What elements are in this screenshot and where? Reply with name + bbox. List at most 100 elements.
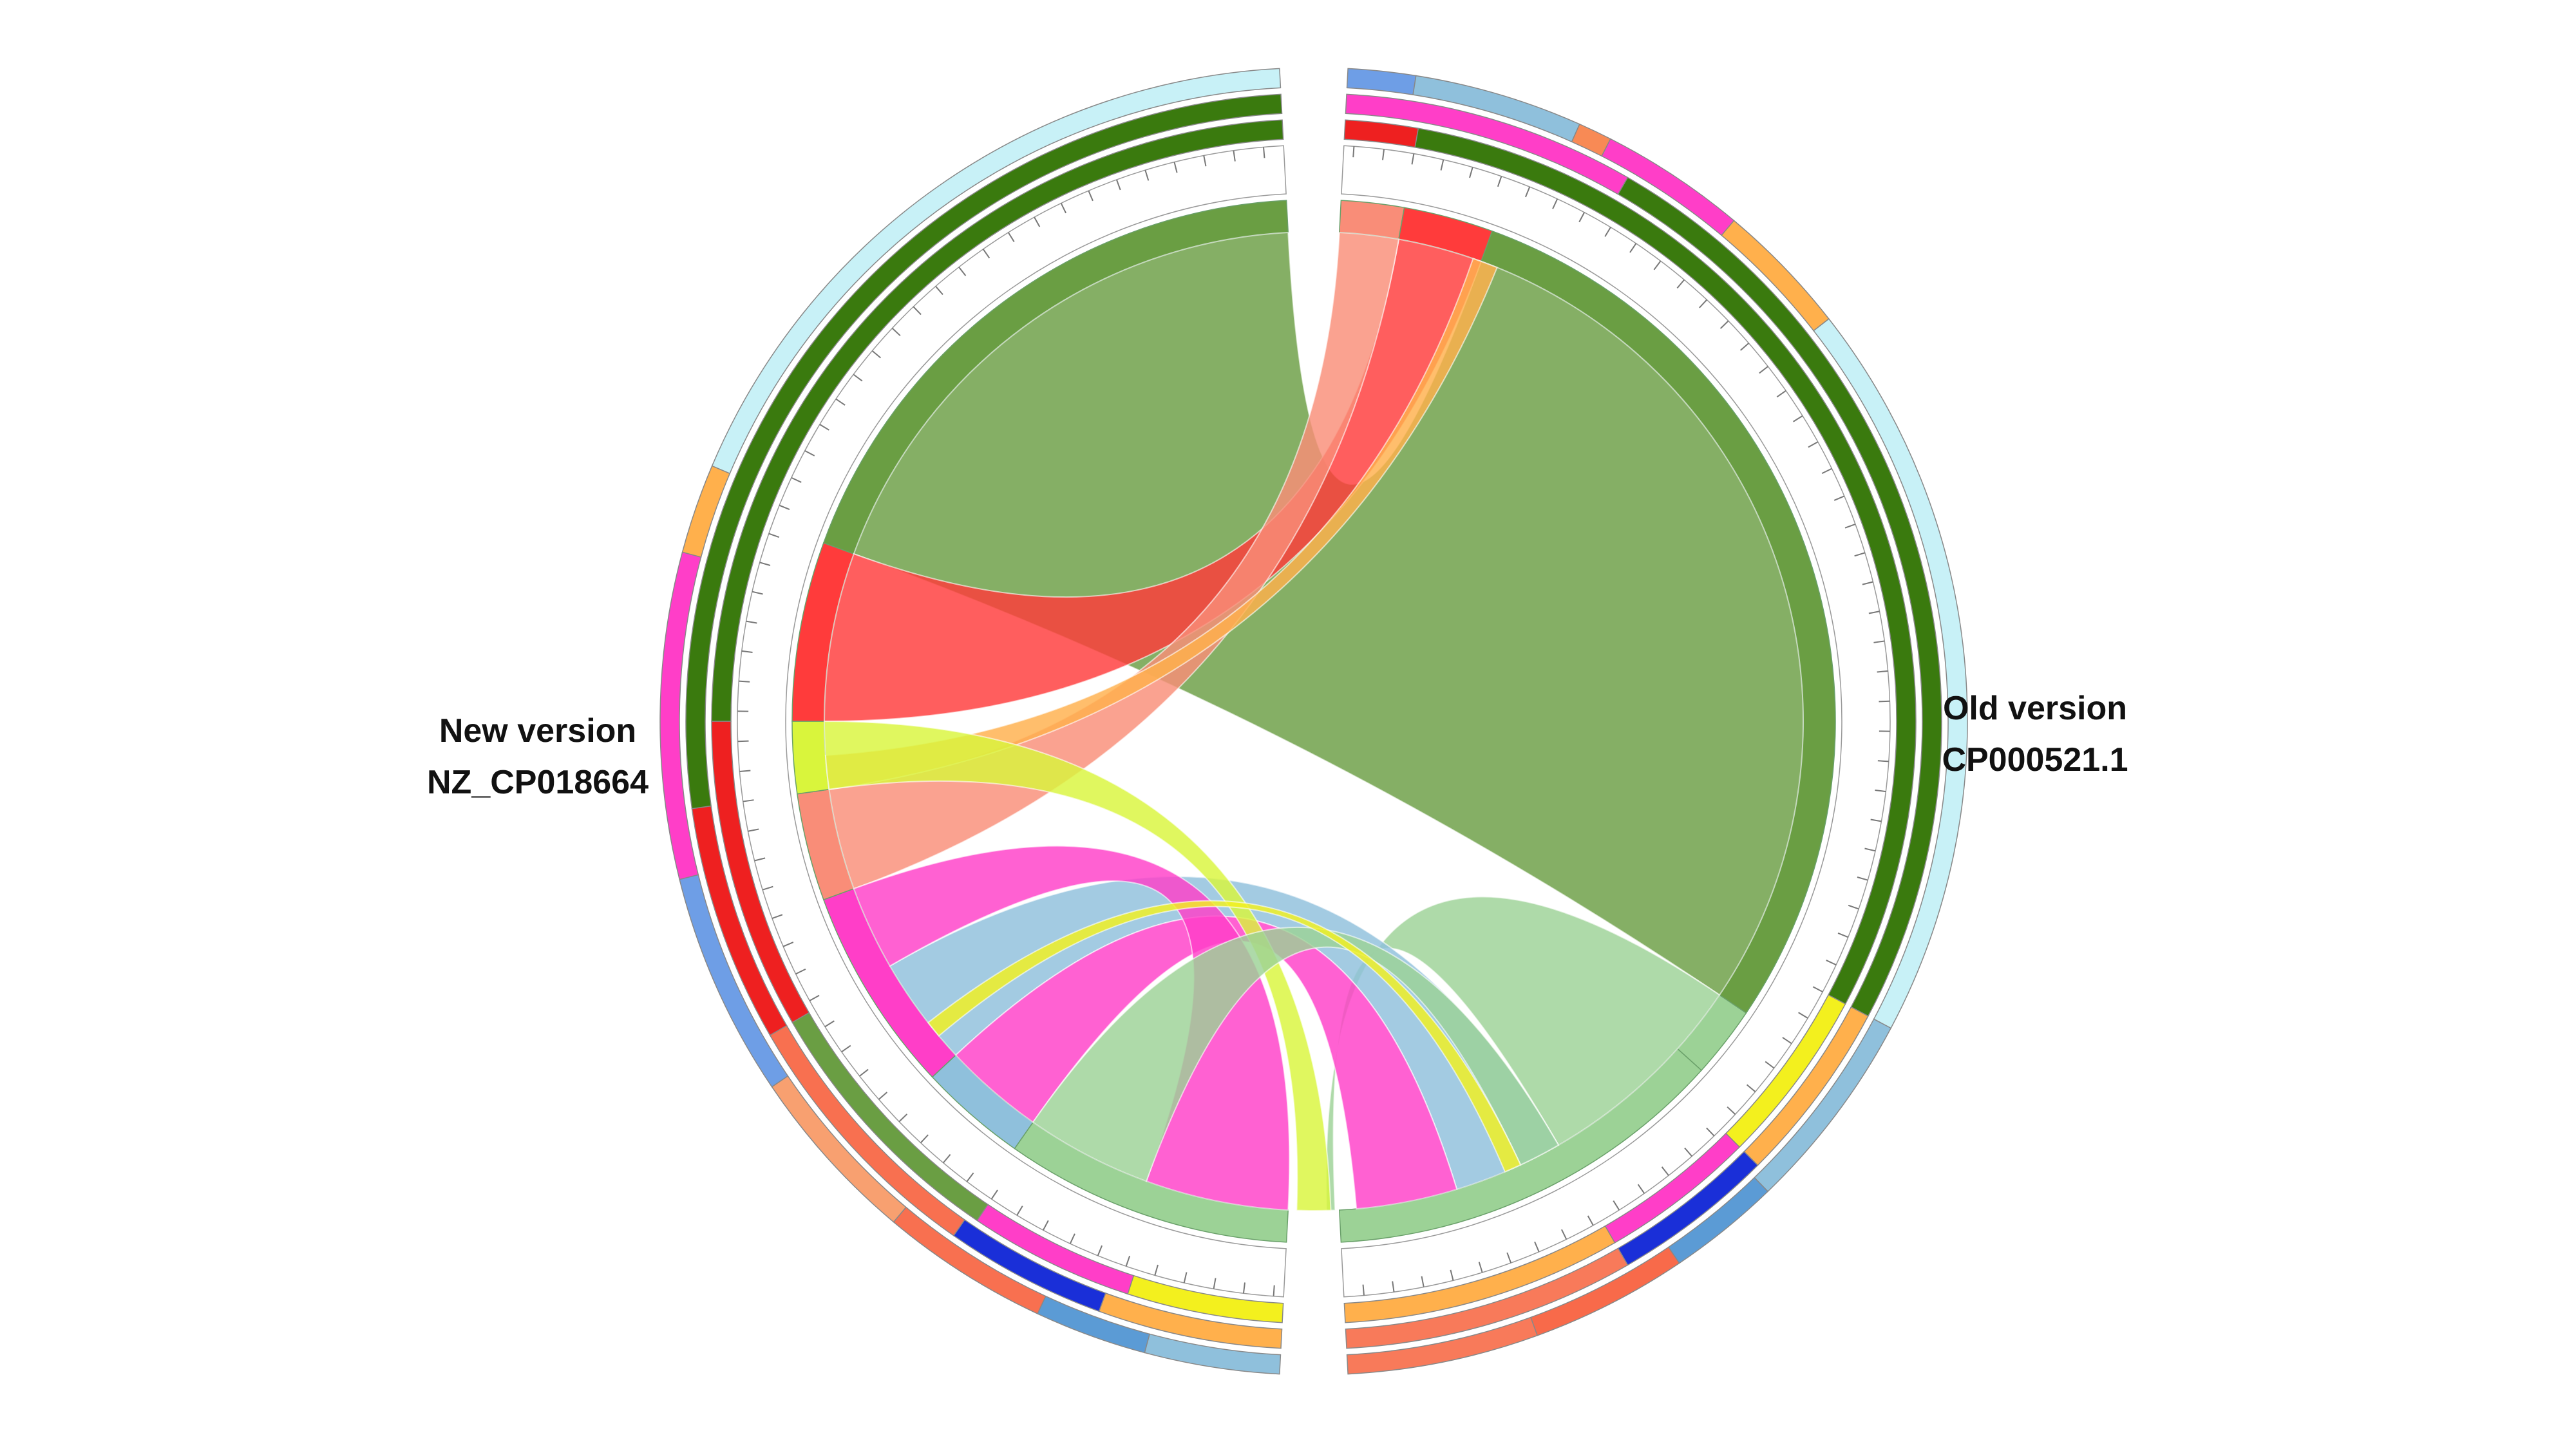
- scale-tick: [1879, 700, 1890, 703]
- scale-tick: [1203, 155, 1207, 167]
- scale-tick: [942, 1153, 951, 1164]
- right-track-3: [1343, 1225, 1616, 1323]
- left-outer-segment: [711, 68, 1282, 475]
- scale-tick: [958, 267, 967, 276]
- scale-tick: [759, 562, 771, 566]
- scale-tick: [1382, 149, 1385, 160]
- scale-tick: [1719, 320, 1729, 329]
- link-lightgreen-left: [1032, 927, 1560, 1182]
- scale-tick: [739, 770, 751, 773]
- scale-tick: [891, 327, 901, 336]
- scale-tick: [1864, 848, 1876, 852]
- scale-tick: [1173, 162, 1178, 173]
- synteny-links: [823, 231, 1804, 1212]
- scale-tick: [1524, 186, 1531, 198]
- scale-tick: [1873, 640, 1885, 643]
- scale-tick: [754, 857, 766, 862]
- scale-tick: [795, 968, 806, 975]
- scale-tick: [1746, 1084, 1756, 1093]
- scale-tick: [1808, 441, 1819, 448]
- left-genome-accession: NZ_CP018664: [427, 764, 649, 801]
- scale-tick: [990, 1189, 998, 1200]
- scale-tick: [835, 398, 846, 406]
- scale-tick: [1727, 1106, 1736, 1115]
- scale-tick: [1826, 960, 1837, 966]
- scale-tick: [1629, 243, 1637, 253]
- scale-tick: [898, 1113, 908, 1122]
- scale-tick: [1868, 611, 1880, 614]
- left-genome-block: [791, 721, 830, 795]
- scale-tick: [1352, 146, 1355, 158]
- right-genome-accession: CP000521.1: [1942, 741, 2128, 779]
- scale-tick: [768, 533, 780, 538]
- scale-tick: [1759, 366, 1768, 374]
- scale-tick: [966, 1172, 974, 1182]
- scale-tick: [1497, 176, 1502, 187]
- scale-tick: [878, 1092, 888, 1100]
- left-genome-version: New version: [439, 712, 637, 750]
- scale-tick: [1478, 1262, 1483, 1273]
- scale-tick: [1007, 232, 1015, 242]
- scale-tick: [1115, 179, 1121, 191]
- scale-tick: [1362, 1284, 1365, 1296]
- scale-tick: [1016, 1206, 1023, 1216]
- scale-tick: [1765, 1061, 1775, 1069]
- right-genome-label: Old version CP000521.1: [1900, 683, 2170, 786]
- scale-tick: [1793, 415, 1803, 422]
- link-lightgreen-right: [1325, 896, 1721, 1211]
- scale-tick: [819, 424, 829, 431]
- scale-tick: [1812, 986, 1823, 993]
- scale-tick: [841, 1045, 851, 1053]
- right-tick-band: [1341, 145, 1891, 1298]
- scale-tick: [1699, 299, 1708, 308]
- scale-tick: [752, 591, 763, 595]
- scale-tick: [1613, 1200, 1620, 1211]
- scale-tick: [1144, 169, 1150, 181]
- scale-tick: [1183, 1272, 1188, 1283]
- scale-tick: [1060, 203, 1067, 214]
- scale-tick: [1440, 159, 1444, 171]
- scale-tick: [1125, 1255, 1131, 1267]
- scale-tick: [1042, 1220, 1049, 1231]
- scale-tick: [853, 374, 863, 382]
- scale-tick: [791, 477, 802, 483]
- scale-tick: [1411, 153, 1415, 165]
- scale-tick: [1578, 212, 1586, 223]
- scale-tick: [1837, 932, 1849, 938]
- left-track-3: [711, 119, 1284, 722]
- scale-tick: [1506, 1252, 1512, 1264]
- scale-tick: [1233, 150, 1236, 162]
- scale-tick: [1821, 468, 1832, 475]
- scale-tick: [920, 1134, 929, 1144]
- scale-tick: [1604, 227, 1611, 237]
- scale-tick: [804, 450, 815, 457]
- scale-tick: [1653, 260, 1662, 270]
- right-track-3: [1343, 119, 1419, 148]
- scale-tick: [746, 620, 757, 624]
- scale-tick: [1776, 390, 1786, 398]
- scale-tick: [913, 306, 922, 316]
- scale-tick: [1242, 1282, 1245, 1294]
- scale-tick: [1857, 876, 1868, 881]
- scale-tick: [1552, 198, 1558, 209]
- scale-tick: [1097, 1245, 1103, 1256]
- scale-tick: [1154, 1264, 1159, 1276]
- left-track-2: [685, 93, 1283, 810]
- scale-ticks: [737, 146, 1890, 1296]
- scale-tick: [1676, 279, 1685, 289]
- scale-tick: [1848, 904, 1859, 910]
- scale-tick: [871, 350, 882, 359]
- right-outer-segment: [1346, 68, 1417, 95]
- scale-tick: [739, 680, 750, 683]
- scale-tick: [772, 914, 783, 920]
- scale-tick: [1560, 1229, 1567, 1240]
- scale-tick: [1877, 670, 1888, 673]
- scale-tick: [1392, 1281, 1395, 1293]
- scale-tick: [982, 249, 990, 259]
- scale-tick: [1034, 216, 1041, 227]
- scale-tick: [935, 285, 943, 296]
- left-genome-label: New version NZ_CP018664: [386, 705, 689, 808]
- scale-tick: [1637, 1184, 1645, 1194]
- scale-tick: [1798, 1012, 1808, 1019]
- scale-tick: [1450, 1269, 1454, 1281]
